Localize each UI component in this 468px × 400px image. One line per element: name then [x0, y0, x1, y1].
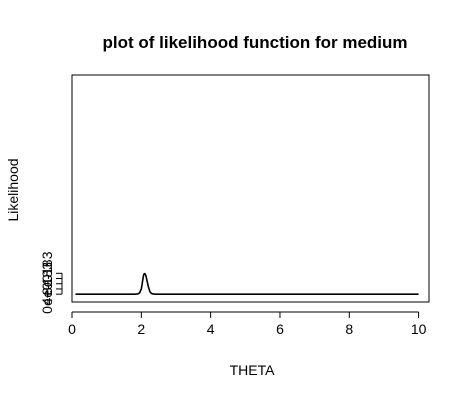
x-tick-label: 8	[345, 321, 353, 337]
x-tick-label: 6	[276, 321, 284, 337]
y-axis-label: Likelihood	[5, 158, 21, 221]
y-tick-label: 8e-183	[39, 251, 55, 295]
x-axis: 0 2 4 6 8 10	[68, 311, 427, 337]
y-tick-label: 4e-183	[39, 262, 55, 306]
x-tick-label: 4	[207, 321, 215, 337]
x-axis-label: THETA	[230, 362, 276, 378]
y-tick-label: 0e+00	[39, 274, 55, 314]
x-tick-label: 0	[68, 321, 76, 337]
chart-title: plot of likelihood function for medium	[102, 33, 407, 52]
x-tick-label: 10	[411, 321, 427, 337]
x-tick-label: 2	[137, 321, 145, 337]
likelihood-line	[75, 272, 419, 295]
plot-box	[71, 74, 430, 303]
series-layer	[75, 272, 419, 295]
